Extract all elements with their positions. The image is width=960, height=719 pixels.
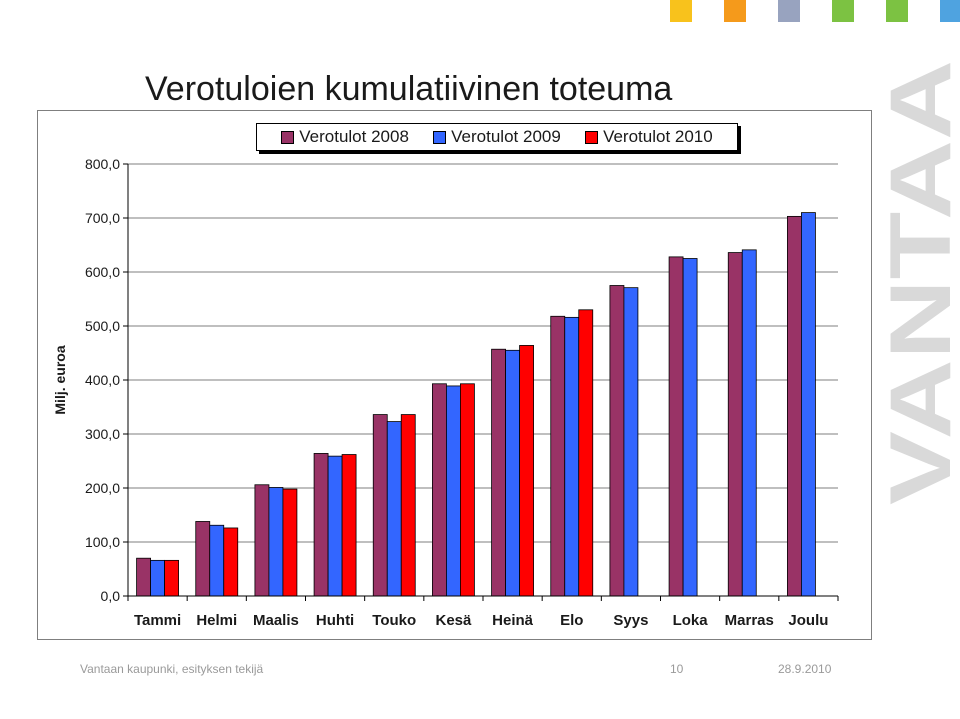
bar-verotulot-2009 [682, 258, 698, 597]
x-tick-label: Joulu [788, 612, 828, 629]
bar-verotulot-2008 [491, 348, 506, 597]
bar-verotulot-2008 [313, 453, 329, 597]
page-number: 10 [670, 662, 684, 676]
bar-verotulot-2009 [446, 385, 461, 597]
bar-verotulot-2008 [727, 252, 743, 597]
y-axis-label: Milj. euroa [52, 345, 68, 414]
chart-legend: Verotulot 2008 Verotulot 2009 Verotulot 20… [256, 123, 738, 151]
bar-verotulot-2010 [519, 345, 534, 597]
bar-verotulot-2010 [578, 309, 594, 597]
decorative-square [886, 0, 908, 22]
bar-verotulot-2010 [282, 488, 298, 597]
y-tick-label: 100,0 [85, 534, 120, 550]
bar-verotulot-2009 [564, 316, 580, 597]
bar-verotulot-2009 [209, 524, 225, 597]
y-tick-label: 700,0 [85, 210, 120, 226]
legend-swatch [433, 130, 447, 144]
bar-verotulot-2008 [550, 315, 566, 597]
x-tick-label: Marras [725, 612, 774, 629]
y-tick-label: 400,0 [85, 372, 120, 388]
decorative-square [778, 0, 800, 22]
legend-swatch [585, 130, 599, 144]
bar-verotulot-2009 [386, 421, 402, 597]
bar-verotulot-2010 [223, 527, 239, 597]
y-tick-label: 500,0 [85, 318, 120, 334]
y-tick-label: 600,0 [85, 264, 120, 280]
bar-verotulot-2009 [268, 487, 284, 597]
bar-verotulot-2009 [327, 455, 343, 597]
bar-verotulot-2010 [400, 414, 416, 597]
legend-item: Verotulot 2010 [585, 127, 713, 147]
bar-verotulot-2009 [741, 249, 757, 597]
x-tick-label: Helmi [196, 612, 237, 629]
bar-verotulot-2010 [341, 454, 357, 597]
bar-verotulot-2008 [195, 521, 211, 597]
y-tick-label: 200,0 [85, 480, 120, 496]
bar-verotulot-2009 [505, 349, 520, 597]
decorative-square [724, 0, 746, 22]
bar-verotulot-2009 [801, 212, 816, 597]
legend-item: Verotulot 2009 [433, 127, 561, 147]
bar-verotulot-2009 [150, 559, 165, 597]
bar-verotulot-2008 [372, 414, 388, 597]
footer-date: 28.9.2010 [778, 662, 832, 676]
x-tick-label: Maalis [253, 612, 299, 629]
bar-verotulot-2008 [787, 215, 802, 597]
y-tick-label: 0,0 [101, 588, 121, 604]
x-tick-label: Tammi [134, 612, 181, 629]
legend-label: Verotulot 2009 [451, 127, 561, 146]
decorative-square [832, 0, 854, 22]
legend-swatch [281, 130, 295, 144]
x-tick-label: Kesä [435, 612, 472, 629]
bar-verotulot-2010 [164, 559, 179, 597]
bar-verotulot-2009 [623, 287, 639, 597]
x-tick-label: Syys [613, 612, 648, 629]
y-tick-label: 800,0 [85, 156, 120, 172]
x-tick-label: Loka [673, 612, 709, 629]
legend-label: Verotulot 2008 [299, 127, 409, 146]
bar-verotulot-2008 [432, 383, 447, 597]
x-tick-label: Elo [560, 612, 583, 629]
x-tick-label: Huhti [316, 612, 354, 629]
decorative-square [670, 0, 692, 22]
x-tick-label: Touko [372, 612, 416, 629]
y-tick-label: 300,0 [85, 426, 120, 442]
slide-title: Verotuloien kumulatiivinen toteuma [145, 70, 673, 108]
legend-item: Verotulot 2008 [281, 127, 409, 147]
footer-text: Vantaan kaupunki, esityksen tekijä [80, 662, 264, 676]
x-tick-label: Heinä [492, 612, 534, 629]
legend-label: Verotulot 2010 [603, 127, 713, 146]
bar-verotulot-2008 [136, 557, 151, 597]
bar-verotulot-2008 [609, 285, 625, 597]
bar-verotulot-2010 [460, 383, 475, 597]
bar-verotulot-2008 [668, 256, 684, 597]
decorative-square [940, 0, 960, 22]
bar-verotulot-2008 [254, 484, 270, 597]
